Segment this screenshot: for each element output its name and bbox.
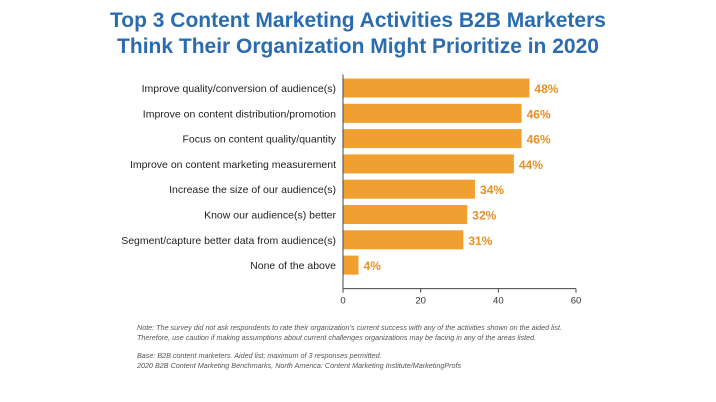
chart-title-line-1: Top 3 Content Marketing Activities B2B M… — [110, 9, 606, 32]
value-label: 32% — [472, 209, 496, 223]
category-label: Improve quality/conversion of audience(s… — [142, 83, 336, 95]
note-line-1: Note: The survey did not ask respondents… — [137, 323, 562, 332]
bar — [343, 205, 468, 224]
value-label: 48% — [534, 82, 558, 96]
x-tick-label: 0 — [340, 296, 345, 307]
category-label: Segment/capture better data from audienc… — [121, 235, 336, 247]
value-label: 44% — [519, 158, 543, 172]
bar — [343, 78, 530, 98]
category-label: Improve on content distribution/promotio… — [143, 108, 336, 120]
category-label: Improve on content marketing measurement — [130, 159, 336, 171]
category-label: None of the above — [250, 260, 336, 272]
x-tick-label: 20 — [415, 296, 426, 307]
category-label: Increase the size of our audience(s) — [169, 184, 336, 196]
bar — [343, 103, 522, 123]
note-line-2: Therefore, use caution if making assumpt… — [137, 333, 537, 342]
x-tick-label: 40 — [493, 296, 504, 307]
bar — [343, 255, 359, 275]
chart-title-line-2: Think Their Organization Might Prioritiz… — [117, 35, 599, 58]
value-label: 31% — [468, 234, 492, 248]
bar — [343, 179, 476, 199]
bar — [343, 129, 522, 149]
value-label: 46% — [527, 133, 551, 147]
bar — [343, 154, 514, 174]
category-label: Know our audience(s) better — [204, 210, 336, 222]
category-label: Focus on content quality/quantity — [182, 134, 336, 146]
value-label: 34% — [480, 183, 504, 197]
base-note: Base: B2B content marketers. Aided list;… — [137, 351, 382, 360]
value-label: 46% — [527, 107, 551, 121]
source-note: 2020 B2B Content Marketing Benchmarks, N… — [137, 361, 462, 370]
value-label: 4% — [364, 259, 382, 273]
x-tick-label: 60 — [571, 296, 582, 307]
bar — [343, 230, 464, 250]
